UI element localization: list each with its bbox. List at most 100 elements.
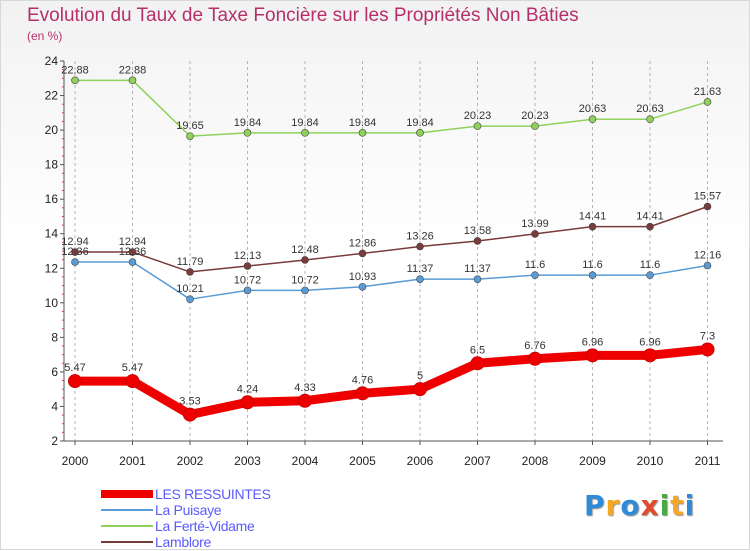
data-label: 11.37 xyxy=(464,263,491,275)
y-tick-label: 2 xyxy=(51,434,58,448)
data-point xyxy=(243,129,252,137)
y-tick-label: 18 xyxy=(45,158,59,172)
legend-swatch xyxy=(101,525,153,527)
data-point xyxy=(243,286,252,295)
data-point xyxy=(646,115,654,124)
legend-label: La Ferté-Vidame xyxy=(155,518,255,534)
data-point xyxy=(243,262,252,270)
data-point xyxy=(128,248,137,256)
data-point xyxy=(473,122,482,130)
data-point xyxy=(68,374,82,389)
data-point xyxy=(531,230,539,238)
data-point xyxy=(416,275,424,283)
y-tick-label: 20 xyxy=(45,123,59,137)
data-label: 12.94 xyxy=(119,236,147,248)
legend-label: Lamblore xyxy=(155,534,211,550)
x-tick-label: 2002 xyxy=(177,454,204,468)
x-tick-label: 2009 xyxy=(579,454,606,468)
data-label: 13.26 xyxy=(406,231,434,243)
data-label: 11.6 xyxy=(582,259,603,271)
logo-letter: P xyxy=(584,489,606,522)
chart-subtitle: (en %) xyxy=(27,29,63,43)
x-tick-label: 2004 xyxy=(292,454,319,468)
data-point xyxy=(125,374,140,389)
data-point xyxy=(186,268,194,276)
data-label: 6.96 xyxy=(582,336,603,348)
y-tick-label: 6 xyxy=(51,365,58,379)
data-point xyxy=(128,76,137,85)
data-label: 22.88 xyxy=(61,64,89,76)
y-tick-label: 10 xyxy=(45,296,59,310)
data-label: 19.84 xyxy=(234,117,262,129)
data-label: 5.47 xyxy=(122,362,143,374)
series-line xyxy=(74,261,709,300)
data-label: 12.13 xyxy=(234,250,262,262)
data-label: 12.86 xyxy=(349,237,377,249)
data-label: 12.48 xyxy=(291,244,319,256)
x-tick-label: 2010 xyxy=(637,454,664,468)
data-point xyxy=(588,115,597,124)
data-label: 12.94 xyxy=(61,236,89,248)
data-label: 11.79 xyxy=(177,256,204,268)
data-label: 5.47 xyxy=(64,362,85,374)
logo-letter: t xyxy=(670,489,685,522)
logo-letter: i xyxy=(659,489,671,522)
x-tick-label: 2001 xyxy=(119,454,146,468)
data-point xyxy=(473,237,482,245)
data-label: 6.96 xyxy=(639,336,660,348)
x-tick-label: 2008 xyxy=(522,454,549,468)
data-label: 4.24 xyxy=(237,383,258,395)
data-label: 22.88 xyxy=(119,64,147,76)
data-point xyxy=(186,295,194,303)
data-point xyxy=(531,122,539,130)
data-label: 6.76 xyxy=(524,340,545,352)
legend-swatch xyxy=(101,509,153,511)
data-label: 19.65 xyxy=(176,120,204,132)
x-tick-label: 2007 xyxy=(464,454,491,468)
data-point xyxy=(358,129,367,137)
x-tick-label: 2005 xyxy=(349,454,376,468)
data-point xyxy=(588,222,597,231)
data-point xyxy=(528,351,542,366)
legend-swatch xyxy=(101,490,153,498)
series-line xyxy=(74,79,709,137)
data-point xyxy=(585,348,600,363)
data-point xyxy=(703,98,712,106)
proxiti-logo: Proxiti xyxy=(584,489,695,522)
data-label: 12.36 xyxy=(61,246,89,258)
data-point xyxy=(473,275,482,283)
data-point xyxy=(71,248,79,256)
y-tick-label: 24 xyxy=(45,54,59,68)
data-label: 10.72 xyxy=(234,274,262,286)
data-label: 20.23 xyxy=(521,110,549,122)
data-label: 11.37 xyxy=(407,263,434,275)
data-label: 21.63 xyxy=(694,86,722,98)
data-point xyxy=(301,286,309,295)
data-label: 3.53 xyxy=(179,396,200,408)
series-line xyxy=(70,344,712,420)
data-point xyxy=(703,261,712,270)
data-label: 4.33 xyxy=(294,382,315,394)
data-label: 10.93 xyxy=(349,271,377,283)
data-point xyxy=(186,132,194,140)
data-point xyxy=(128,258,137,266)
logo-letter: i xyxy=(684,489,696,522)
data-point xyxy=(355,386,370,401)
data-point xyxy=(301,129,309,137)
logo-letter: r xyxy=(605,489,621,522)
data-point xyxy=(470,356,485,371)
data-label: 13.99 xyxy=(521,218,549,230)
data-label: 5 xyxy=(417,370,423,382)
data-point xyxy=(703,202,712,211)
data-label: 12.36 xyxy=(119,246,147,258)
chart-title: Evolution du Taux de Taxe Foncière sur l… xyxy=(27,5,579,26)
legend-label: La Puisaye xyxy=(155,502,222,518)
data-point xyxy=(643,348,657,363)
data-label: 14.41 xyxy=(636,211,664,223)
data-point xyxy=(416,242,424,251)
logo-letter: o xyxy=(620,489,641,522)
data-label: 4.76 xyxy=(352,374,373,386)
data-label: 12.16 xyxy=(694,250,722,262)
